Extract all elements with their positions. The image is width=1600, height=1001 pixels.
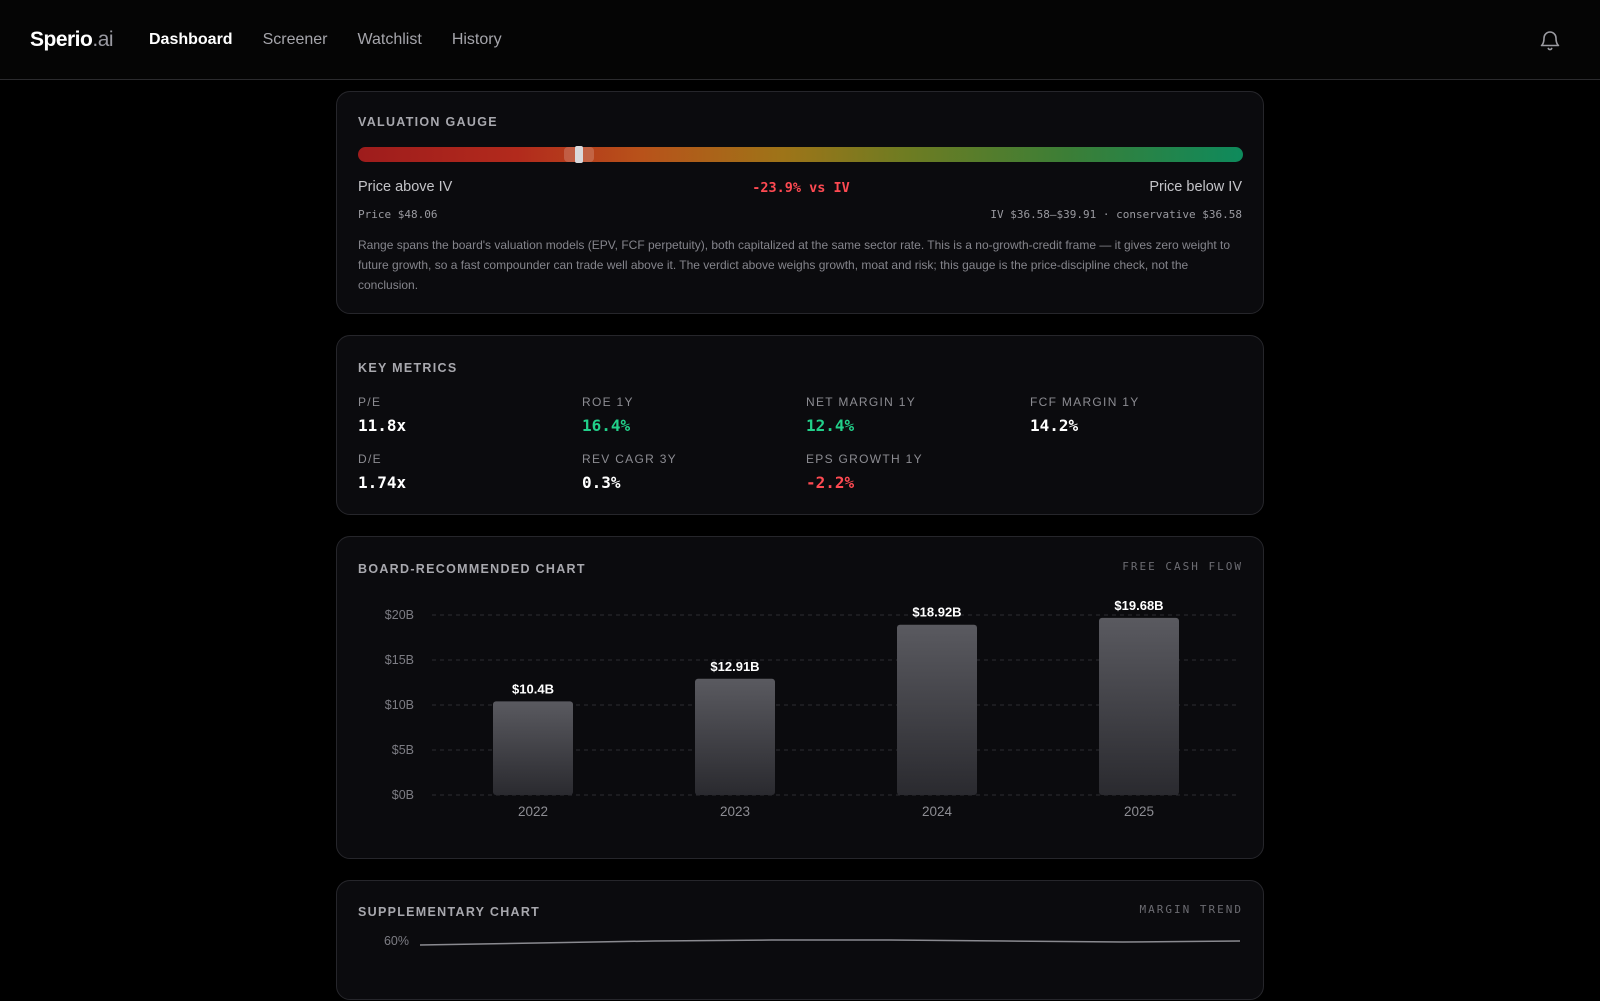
iv-range: IV $36.58–$39.91 · conservative $36.58 xyxy=(990,208,1242,221)
metric-label: FCF MARGIN 1Y xyxy=(1030,395,1140,409)
metric-label: P/E xyxy=(358,395,382,409)
x-tick-label: 2025 xyxy=(1124,804,1154,819)
metric-pe: P/E 11.8x xyxy=(358,395,406,435)
main-nav: Dashboard Screener Watchlist History xyxy=(149,31,502,49)
metric-label: ROE 1Y xyxy=(582,395,634,409)
supplementary-chart-card: SUPPLEMENTARY CHART MARGIN TREND 60% xyxy=(336,880,1264,1000)
series-line xyxy=(419,939,1241,946)
board-chart-card: BOARD-RECOMMENDED CHART FREE CASH FLOW $… xyxy=(336,536,1264,859)
app-logo[interactable]: Sperio.ai xyxy=(30,28,114,52)
nav-history[interactable]: History xyxy=(451,31,502,48)
logo-ext: .ai xyxy=(92,28,114,51)
metric-net-margin: NET MARGIN 1Y 12.4% xyxy=(806,395,916,435)
card-title: SUPPLEMENTARY CHART xyxy=(358,905,541,919)
key-metrics-card: KEY METRICS P/E 11.8x ROE 1Y 16.4% NET M… xyxy=(336,335,1264,515)
delta-vs-iv: -23.9% vs IV xyxy=(752,180,850,196)
metric-value: 16.4% xyxy=(582,416,631,435)
bar xyxy=(695,678,775,795)
nav-screener[interactable]: Screener xyxy=(262,31,328,48)
x-tick-label: 2023 xyxy=(720,804,750,819)
metric-fcf-margin: FCF MARGIN 1Y 14.2% xyxy=(1030,395,1140,435)
price-below-iv-label: Price below IV xyxy=(1149,179,1242,195)
valuation-gauge-bar xyxy=(358,147,1243,162)
fcf-bar-chart: $0B $5B $10B $15B $20B $10.4B 2022 $12.91B 2023 $… xyxy=(385,598,1240,819)
metric-label: D/E xyxy=(358,452,382,466)
card-title: BOARD-RECOMMENDED CHART xyxy=(358,562,586,576)
x-tick-label: 2024 xyxy=(922,804,953,819)
metric-value: 11.8x xyxy=(358,416,407,435)
top-nav-bar: Sperio.ai Dashboard Screener Watchlist H… xyxy=(0,0,1600,80)
metric-value: -2.2% xyxy=(806,473,855,492)
current-price: Price $48.06 xyxy=(358,208,438,221)
card-title: VALUATION GAUGE xyxy=(358,115,498,129)
y-tick-label: 60% xyxy=(384,934,409,948)
metric-value: 12.4% xyxy=(806,416,855,435)
bar-value-label: $18.92B xyxy=(912,605,961,620)
nav-dashboard[interactable]: Dashboard xyxy=(149,31,233,48)
metric-de: D/E 1.74x xyxy=(358,452,406,492)
bell-icon[interactable] xyxy=(1538,28,1562,52)
logo-main: Sperio xyxy=(30,28,93,51)
y-tick-label: $10B xyxy=(385,698,414,712)
y-tick-label: $0B xyxy=(392,788,414,802)
y-tick-label: $20B xyxy=(385,608,414,622)
y-tick-label: $15B xyxy=(385,653,414,667)
metric-roe: ROE 1Y 16.4% xyxy=(582,395,634,435)
price-above-iv-label: Price above IV xyxy=(358,179,453,195)
metric-value: 1.74x xyxy=(358,473,407,492)
bar xyxy=(493,701,573,795)
x-tick-label: 2022 xyxy=(518,804,548,819)
chart-metric-tag: MARGIN TREND xyxy=(1139,903,1243,916)
bar-value-label: $19.68B xyxy=(1114,598,1163,613)
nav-watchlist[interactable]: Watchlist xyxy=(357,31,422,48)
metric-value: 14.2% xyxy=(1030,416,1079,435)
metric-label: EPS GROWTH 1Y xyxy=(806,452,923,466)
metric-eps-growth: EPS GROWTH 1Y -2.2% xyxy=(806,452,923,492)
metric-label: REV CAGR 3Y xyxy=(582,452,677,466)
metric-value: 0.3% xyxy=(582,473,621,492)
metric-label: NET MARGIN 1Y xyxy=(806,395,917,409)
bar-value-label: $10.4B xyxy=(512,681,554,696)
gauge-explanation: Range spans the board's valuation models… xyxy=(358,238,1231,292)
margin-trend-chart: 60% xyxy=(384,934,1241,948)
gauge-price-marker xyxy=(575,146,584,163)
y-tick-label: $5B xyxy=(392,743,414,757)
bar-value-label: $12.91B xyxy=(710,659,759,674)
bar xyxy=(1099,617,1179,795)
card-title: KEY METRICS xyxy=(358,361,458,375)
valuation-gauge-card: VALUATION GAUGE Price above IV -23.9% vs… xyxy=(336,91,1264,314)
chart-metric-tag: FREE CASH FLOW xyxy=(1122,560,1243,573)
bar xyxy=(897,624,977,795)
metric-rev-cagr: REV CAGR 3Y 0.3% xyxy=(582,452,677,492)
